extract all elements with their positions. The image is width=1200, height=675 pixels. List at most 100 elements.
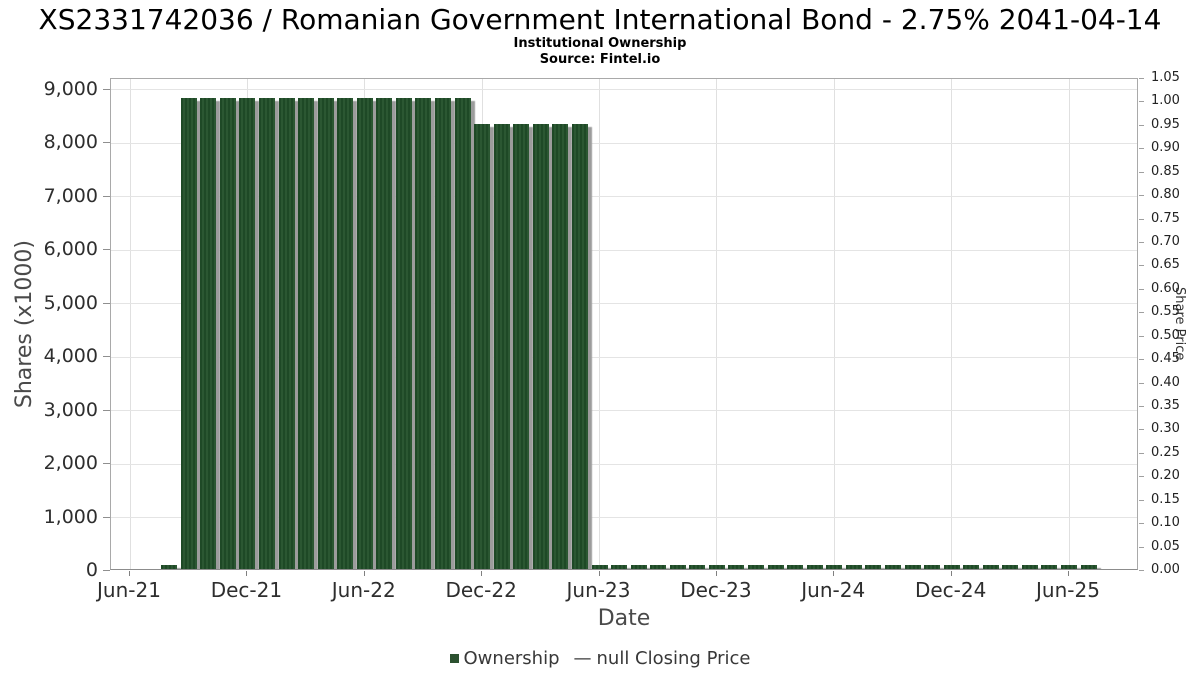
y-tick-label: 0 [85,559,98,581]
ownership-bar[interactable] [571,124,588,569]
x-tick-label: Dec-23 [680,578,752,602]
ownership-bar[interactable] [591,565,608,569]
price-tick-label: 0.75 [1151,210,1180,226]
ownership-bar[interactable] [395,98,412,569]
y-tick-mark [103,142,110,144]
ownership-bar[interactable] [200,98,217,569]
y-gridline [111,517,1137,519]
price-tick-label: 0.90 [1151,140,1180,156]
y-gridline [111,410,1137,412]
ownership-bar[interactable] [376,98,393,569]
price-tick-label: 0.45 [1151,351,1180,367]
price-tick-label: 0.15 [1151,491,1180,507]
ownership-bar[interactable] [1080,565,1097,569]
ownership-bar[interactable] [180,98,197,569]
price-tick-label: 0.80 [1151,187,1180,203]
ownership-bar[interactable] [1041,565,1058,569]
legend-item-ownership[interactable]: Ownership [449,647,560,669]
price-tick-label: 0.65 [1151,257,1180,273]
price-tick-mark [1139,124,1144,126]
y-tick-mark [103,516,110,518]
ownership-bar[interactable] [513,124,530,569]
price-tick-mark [1139,499,1144,501]
ownership-bar[interactable] [845,565,862,569]
price-tick-label: 0.25 [1151,444,1180,460]
price-tick-mark [1139,288,1144,290]
legend-ownership-label: Ownership [463,647,560,669]
ownership-bar[interactable] [1002,565,1019,569]
ownership-bar[interactable] [552,124,569,569]
ownership-bar[interactable] [924,565,941,569]
x-tick-label: Jun-25 [1036,578,1100,602]
ownership-bar[interactable] [258,98,275,569]
ownership-bar[interactable] [748,565,764,569]
price-tick-mark [1139,452,1144,454]
ownership-bar[interactable] [1061,565,1077,569]
chart-subtitle: Institutional Ownership [513,36,687,51]
ownership-bar[interactable] [787,565,804,569]
right-axis-title-text: Share Price [1172,287,1187,361]
price-tick-mark [1139,359,1144,361]
ownership-bar[interactable] [669,565,686,569]
ownership-bar[interactable] [356,98,373,569]
y-tick-label: 1,000 [43,505,98,528]
x-tick-label: Dec-24 [914,578,987,602]
y-gridline [111,196,1137,198]
y-gridline [111,89,1137,91]
ownership-bar[interactable] [161,565,178,569]
legend-item-closing-price[interactable]: — null Closing Price [574,648,751,669]
y-gridline [111,142,1137,144]
y-gridline [111,463,1137,465]
y-tick-mark [103,356,110,358]
ownership-bar[interactable] [278,98,295,569]
ownership-bar[interactable] [963,565,980,569]
ownership-bar[interactable] [493,124,510,569]
ownership-bar[interactable] [454,98,471,569]
ownership-bar[interactable] [239,98,256,569]
ownership-bar[interactable] [317,98,334,569]
ownership-bar[interactable] [884,565,901,569]
ownership-bar[interactable] [865,565,882,569]
price-tick-mark [1139,171,1144,173]
ownership-bar[interactable] [767,565,784,569]
x-tick-mark [363,571,365,576]
price-tick-mark [1139,382,1144,384]
x-tick-label: Jun-21 [97,578,161,602]
ownership-bar[interactable] [337,98,354,569]
ownership-bar[interactable] [435,98,451,569]
ownership-bar[interactable] [728,565,745,569]
ownership-bar[interactable] [474,124,491,569]
ownership-bar[interactable] [415,98,432,569]
legend-closing-price-label: null Closing Price [596,647,751,669]
ownership-bar[interactable] [650,565,667,569]
ownership-bar[interactable] [630,565,647,569]
price-tick-label: 0.60 [1151,280,1180,296]
x-tick-label: Jun-24 [801,578,866,602]
x-tick-label: Jun-23 [566,578,631,602]
ownership-bar[interactable] [532,124,549,569]
ownership-series-square-icon [449,653,459,663]
price-tick-label: 0.35 [1151,398,1180,413]
ownership-bar[interactable] [826,565,843,569]
ownership-bar[interactable] [219,98,236,569]
ownership-bar[interactable] [708,565,725,569]
ownership-bar[interactable] [982,565,999,569]
ownership-bar[interactable] [689,565,706,569]
x-gridline [716,79,718,569]
price-tick-mark [1139,335,1144,337]
ownership-bar[interactable] [611,565,628,569]
x-tick-mark [833,571,835,576]
x-tick-mark [598,571,600,576]
ownership-bar[interactable] [298,98,315,569]
x-tick-mark [715,571,717,576]
ownership-bar[interactable] [943,565,960,569]
page-title: XS2331742036 / Romanian Government Inter… [38,3,1162,36]
ownership-bar[interactable] [904,565,921,569]
price-tick-label: 0.85 [1151,163,1180,179]
ownership-bar[interactable] [806,565,823,569]
price-tick-label: 0.95 [1151,116,1180,132]
price-tick-mark [1139,265,1144,267]
ownership-bar[interactable] [1021,565,1038,569]
x-tick-mark [246,571,248,576]
y-tick-mark [103,463,110,465]
